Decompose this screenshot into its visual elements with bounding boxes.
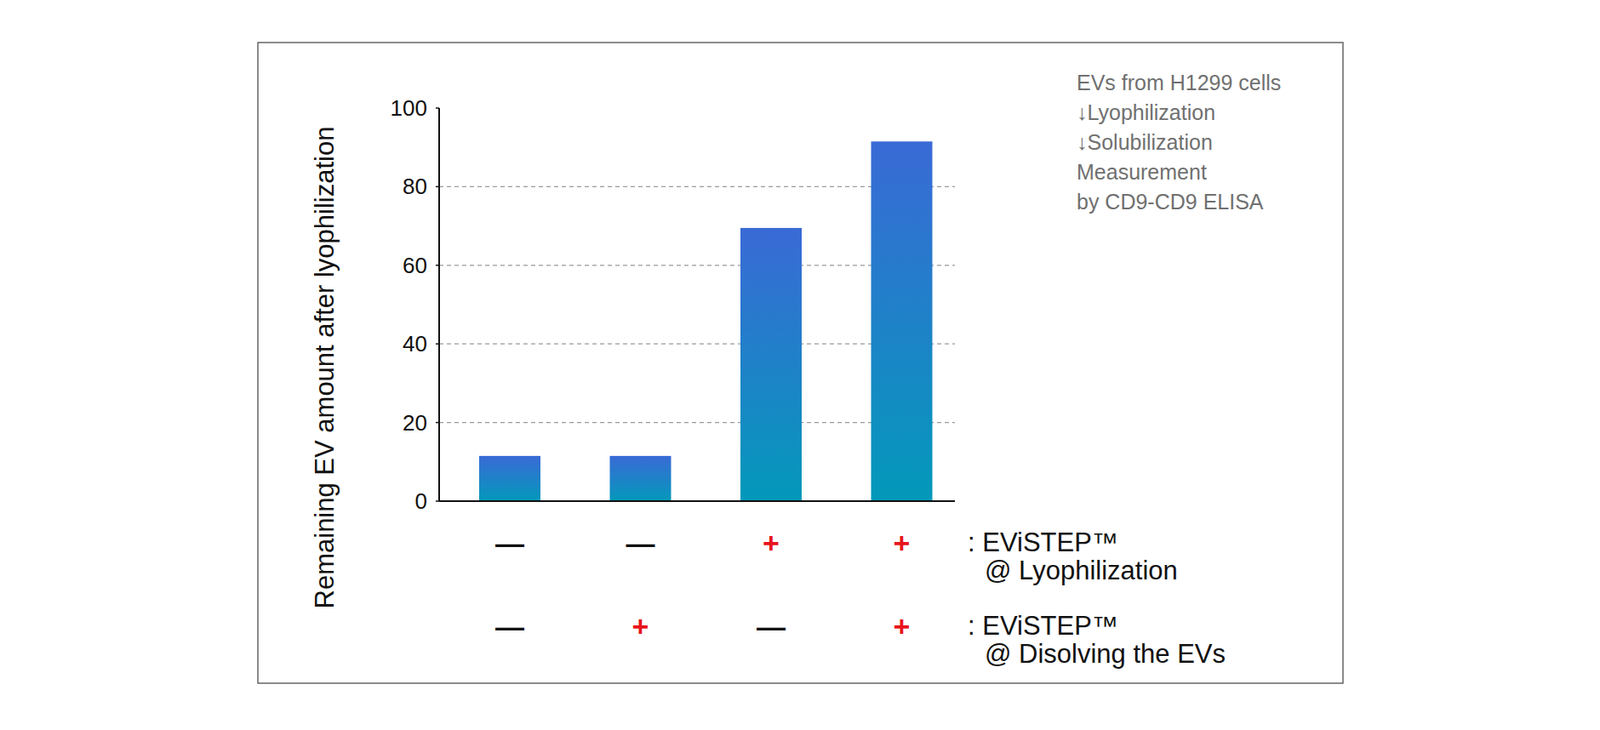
y-tick-label: 0 <box>415 488 428 515</box>
bars <box>479 141 933 502</box>
bar <box>871 141 933 502</box>
bar <box>479 456 541 502</box>
bar <box>610 456 672 502</box>
condition-sign: — <box>756 610 786 643</box>
x-axis <box>439 500 955 503</box>
y-tick-label: 80 <box>402 173 428 200</box>
condition-sign: — <box>495 526 525 560</box>
condition-sign: — <box>626 526 656 560</box>
y-tick-label: 20 <box>402 410 428 436</box>
condition-label: : EViSTEP™ <box>967 611 1119 641</box>
annotation: EVs from H1299 cells <box>1076 70 1281 95</box>
condition-sign: + <box>893 610 911 643</box>
condition-sign: + <box>632 610 650 643</box>
y-tick-label: 40 <box>402 331 428 357</box>
condition-label: : EViSTEP™ <box>967 527 1119 558</box>
chart-svg: 0 20 40 60 80 100 Remaining EV amount after ly… <box>0 0 1600 730</box>
y-tick-label: 100 <box>390 95 428 121</box>
frame <box>257 42 1343 684</box>
condition-sign: + <box>762 526 780 560</box>
annotation: ↓Solubilization <box>1076 130 1213 155</box>
condition-sign: + <box>893 526 911 560</box>
condition-sign: — <box>495 610 525 643</box>
chart-root: 0 20 40 60 80 100 Remaining EV amount after ly… <box>0 0 1600 730</box>
annotation: by CD9-CD9 ELISA <box>1076 189 1264 214</box>
y-tick-label: 60 <box>402 252 428 279</box>
y-axis-label: Remaining EV amount after lyophilization <box>309 126 340 610</box>
bar <box>740 228 802 502</box>
y-axis <box>438 108 440 502</box>
condition-sublabel: @ Disolving the EVs <box>984 639 1226 669</box>
annotation: ↓Lyophilization <box>1076 100 1216 125</box>
condition-sublabel: @ Lyophilization <box>984 555 1178 586</box>
annotation: Measurement <box>1076 160 1207 184</box>
